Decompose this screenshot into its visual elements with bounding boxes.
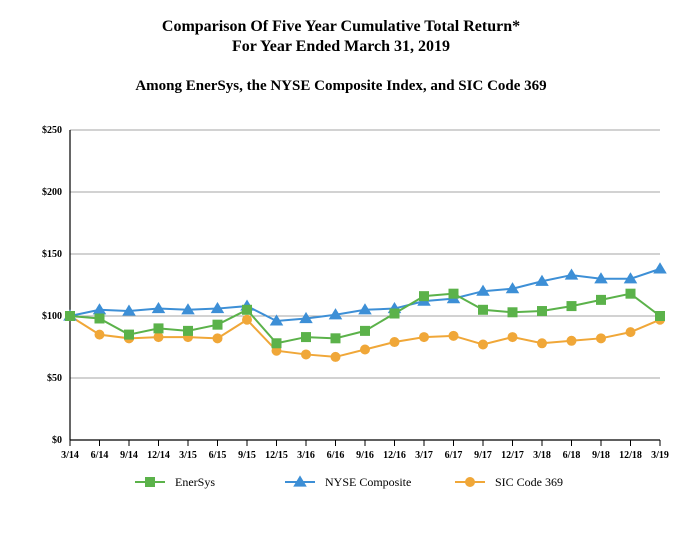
marker-circle	[449, 331, 458, 340]
x-tick-label: 3/17	[415, 450, 433, 461]
y-tick-label: $0	[52, 435, 62, 446]
marker-circle	[302, 350, 311, 359]
marker-circle	[361, 345, 370, 354]
marker-square	[125, 330, 134, 339]
marker-circle	[95, 330, 104, 339]
marker-square	[626, 289, 635, 298]
marker-square	[656, 312, 665, 321]
marker-square	[361, 326, 370, 335]
x-tick-label: 12/14	[147, 450, 170, 461]
marker-circle	[331, 352, 340, 361]
y-tick-label: $50	[47, 373, 62, 384]
marker-circle	[390, 338, 399, 347]
legend-label: EnerSys	[175, 475, 215, 489]
marker-circle	[626, 328, 635, 337]
x-tick-label: 3/14	[61, 450, 79, 461]
x-tick-label: 9/17	[474, 450, 492, 461]
y-tick-label: $250	[42, 125, 62, 136]
marker-square	[597, 295, 606, 304]
marker-square	[538, 307, 547, 316]
marker-square	[66, 312, 75, 321]
marker-circle	[597, 334, 606, 343]
marker-circle	[213, 334, 222, 343]
x-tick-label: 6/14	[91, 450, 109, 461]
x-tick-label: 6/17	[445, 450, 463, 461]
marker-circle	[420, 333, 429, 342]
x-tick-label: 6/18	[563, 450, 581, 461]
marker-triangle	[654, 263, 666, 273]
y-tick-label: $100	[42, 311, 62, 322]
marker-square	[243, 305, 252, 314]
x-tick-label: 6/15	[209, 450, 227, 461]
legend-label: SIC Code 369	[495, 475, 563, 489]
marker-square	[479, 305, 488, 314]
marker-square	[184, 326, 193, 335]
chart-title-line1: Comparison Of Five Year Cumulative Total…	[0, 18, 682, 36]
marker-circle	[567, 336, 576, 345]
marker-square	[420, 292, 429, 301]
marker-square	[146, 478, 155, 487]
x-tick-label: 9/16	[356, 450, 374, 461]
marker-square	[272, 339, 281, 348]
legend-label: NYSE Composite	[325, 475, 411, 489]
marker-circle	[538, 339, 547, 348]
x-tick-label: 3/15	[179, 450, 197, 461]
marker-square	[331, 334, 340, 343]
marker-circle	[479, 340, 488, 349]
x-tick-label: 3/16	[297, 450, 315, 461]
marker-square	[154, 324, 163, 333]
marker-square	[95, 314, 104, 323]
marker-circle	[154, 333, 163, 342]
marker-square	[508, 308, 517, 317]
chart-subtitle: Among EnerSys, the NYSE Composite Index,…	[0, 78, 682, 95]
y-tick-label: $150	[42, 249, 62, 260]
x-tick-label: 3/18	[533, 450, 551, 461]
marker-square	[302, 333, 311, 342]
marker-square	[213, 320, 222, 329]
marker-triangle	[566, 269, 578, 279]
chart-title-line2: For Year Ended March 31, 2019	[0, 38, 682, 56]
x-tick-label: 9/18	[592, 450, 610, 461]
marker-square	[567, 302, 576, 311]
x-tick-label: 3/19	[651, 450, 669, 461]
x-tick-label: 12/17	[501, 450, 524, 461]
chart-container: Comparison Of Five Year Cumulative Total…	[0, 0, 682, 533]
y-tick-label: $200	[42, 187, 62, 198]
marker-circle	[466, 478, 475, 487]
x-tick-label: 9/15	[238, 450, 256, 461]
marker-square	[390, 309, 399, 318]
x-tick-label: 12/16	[383, 450, 406, 461]
x-tick-label: 12/18	[619, 450, 642, 461]
marker-square	[449, 289, 458, 298]
x-tick-label: 12/15	[265, 450, 288, 461]
x-tick-label: 6/16	[327, 450, 345, 461]
x-tick-label: 9/14	[120, 450, 138, 461]
marker-circle	[508, 333, 517, 342]
marker-circle	[243, 315, 252, 324]
